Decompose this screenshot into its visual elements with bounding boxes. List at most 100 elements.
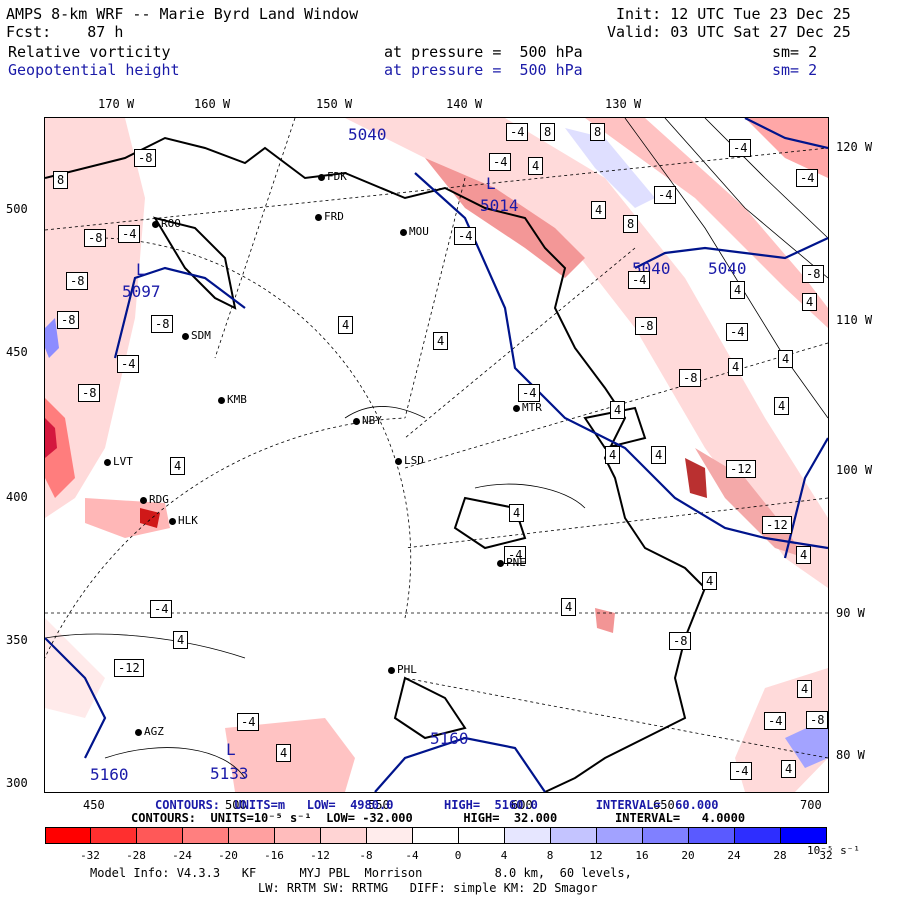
colorbar-segment	[413, 827, 459, 844]
vorticity-value-box: -8	[669, 632, 692, 650]
left-y-label: 300	[6, 776, 28, 790]
vorticity-contours	[45, 118, 828, 779]
station-label: LSD	[404, 454, 424, 467]
vorticity-contour-info: CONTOURS: UNITS=10⁻⁵ s⁻¹ LOW= -32.000 HI…	[131, 811, 746, 825]
station-dot	[400, 229, 407, 236]
colorbar-segment	[183, 827, 229, 844]
vorticity-value-box: 4	[781, 760, 797, 778]
physics-info: LW: RRTM SW: RRTMG DIFF: simple KM: 2D S…	[258, 881, 598, 895]
graticule	[45, 118, 828, 759]
field1-smoothing: sm= 2	[772, 43, 818, 61]
vorticity-value-box: -4	[730, 762, 753, 780]
vorticity-value-box: -8	[78, 384, 101, 402]
vorticity-value-box: -4	[454, 227, 477, 245]
vorticity-value-box: -4	[518, 384, 541, 402]
left-y-label: 450	[6, 345, 28, 359]
chart-title: AMPS 8-km WRF -- Marie Byrd Land Window	[6, 5, 359, 23]
vorticity-value-box: -8	[134, 149, 157, 167]
vorticity-value-box: -8	[806, 711, 829, 729]
height-value: 5040	[708, 259, 747, 278]
colorbar-tick-label: 0	[454, 849, 462, 862]
station-dot	[169, 518, 176, 525]
field2-level: at pressure = 500 hPa	[384, 61, 583, 79]
low-letter: L	[136, 260, 146, 279]
valid-time: Valid: 03 UTC Sat 27 Dec 25	[607, 23, 851, 41]
vorticity-value-box: -4	[764, 712, 787, 730]
colorbar-segment	[735, 827, 781, 844]
station-dot	[182, 333, 189, 340]
low-value: 5014	[480, 196, 519, 215]
vorticity-value-box: 8	[53, 171, 69, 189]
colorbar-tick-label: 28	[773, 849, 787, 862]
vorticity-value-box: 8	[540, 123, 556, 141]
vorticity-value-box: 4	[528, 157, 544, 175]
colorbar-tick-label: 12	[589, 849, 603, 862]
top-lon-label: 130 W	[605, 97, 642, 111]
vorticity-value-box: -8	[57, 311, 80, 329]
station-label: KMB	[227, 393, 247, 406]
vorticity-value-box: -4	[118, 225, 141, 243]
vorticity-value-box: 4	[173, 631, 189, 649]
station-label: LVT	[113, 455, 133, 468]
station-dot	[315, 214, 322, 221]
coastline	[45, 136, 707, 792]
vorticity-value-box: -4	[506, 123, 529, 141]
station-label: FDK	[327, 170, 347, 183]
left-y-label: 500	[6, 202, 28, 216]
colorbar-segment	[45, 827, 91, 844]
vorticity-value-box: 4	[605, 446, 621, 464]
colorbar-unit: 10⁻⁵ s⁻¹	[807, 844, 860, 857]
colorbar-segment	[137, 827, 183, 844]
vorticity-value-box: 4	[651, 446, 667, 464]
map-canvas	[45, 118, 828, 792]
colorbar-segment	[505, 827, 551, 844]
init-time: Init: 12 UTC Tue 23 Dec 25	[616, 5, 851, 23]
top-lon-label: 140 W	[446, 97, 483, 111]
station-label: SDM	[191, 329, 211, 342]
colorbar-segment	[597, 827, 643, 844]
colorbar-tick-label: 32	[819, 849, 833, 862]
colorbar-segment	[321, 827, 367, 844]
station-label: ROO	[161, 217, 181, 230]
geopotential-contours	[45, 118, 828, 792]
bottom-x-label: 650	[653, 798, 675, 812]
vorticity-value-box: -4	[654, 186, 677, 204]
vorticity-value-box: 4	[276, 744, 292, 762]
colorbar-segment	[459, 827, 505, 844]
colorbar-segment	[551, 827, 597, 844]
vorticity-value-box: 4	[170, 457, 186, 475]
colorbar-tick-label: 16	[635, 849, 649, 862]
vorticity-value-box: 8	[590, 123, 606, 141]
height-contour-info: CONTOURS: UNITS=m LOW= 4980.0 HIGH= 5160…	[155, 798, 719, 812]
colorbar-tick-label: -4	[405, 849, 419, 862]
vorticity-value-box: -4	[489, 153, 512, 171]
vorticity-value-box: -12	[762, 516, 792, 534]
vorticity-value-box: -4	[150, 600, 173, 618]
station-label: FRD	[324, 210, 344, 223]
station-dot	[395, 458, 402, 465]
colorbar-tick-label: 4	[500, 849, 508, 862]
vorticity-value-box: -4	[628, 271, 651, 289]
bottom-x-label: 700	[800, 798, 822, 812]
vorticity-value-box: 4	[730, 281, 746, 299]
model-info: Model Info: V4.3.3 KF MYJ PBL Morrison 8…	[90, 866, 632, 880]
station-dot	[353, 418, 360, 425]
colorbar-segment	[91, 827, 137, 844]
station-label: MTR	[522, 401, 542, 414]
station-label: AGZ	[144, 725, 164, 738]
colorbar-tick-label: -16	[264, 849, 284, 862]
vorticity-value-box: -12	[114, 659, 144, 677]
field2-smoothing: sm= 2	[772, 61, 818, 79]
colorbar-tick-label: -28	[126, 849, 146, 862]
right-lon-label: 110 W	[836, 313, 873, 327]
colorbar-tick-label: 20	[681, 849, 695, 862]
colorbar-tick-label: -8	[359, 849, 373, 862]
station-dot	[318, 174, 325, 181]
right-lon-label: 100 W	[836, 463, 873, 477]
bottom-x-label: 450	[83, 798, 105, 812]
station-label: NBY	[362, 414, 382, 427]
vorticity-value-box: 4	[796, 546, 812, 564]
height-value: 5040	[348, 125, 387, 144]
vorticity-value-box: 4	[338, 316, 354, 334]
station-dot	[104, 459, 111, 466]
